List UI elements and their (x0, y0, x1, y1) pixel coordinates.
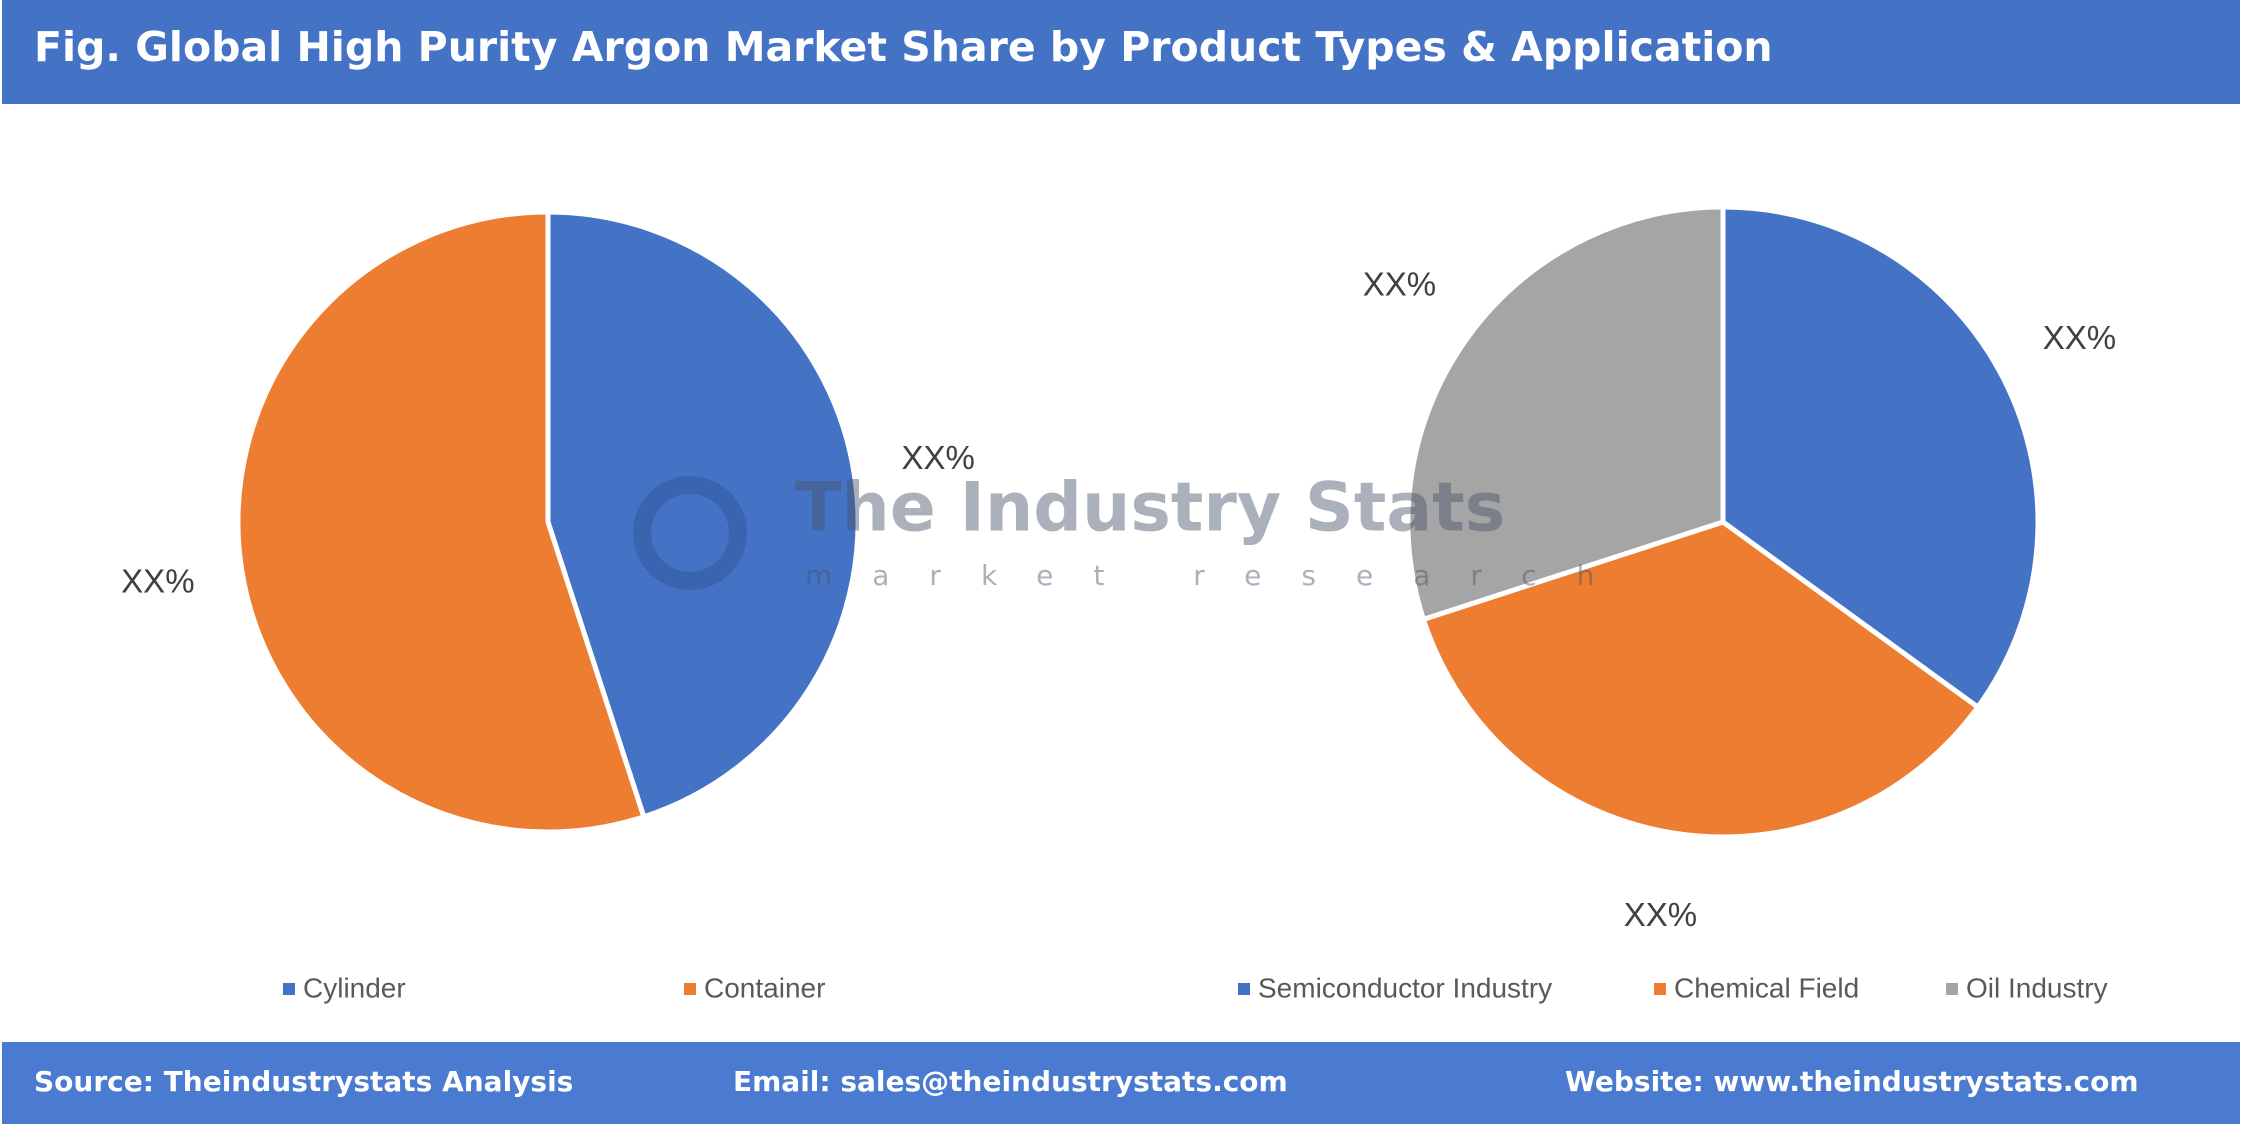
legend-label: Oil Industry (1966, 972, 2108, 1003)
legend-marker (283, 983, 295, 995)
data-label: XX% (1363, 266, 1436, 303)
footer-bar (2, 1042, 2240, 1124)
data-label: XX% (2043, 319, 2116, 356)
pie-slice (235, 209, 647, 835)
legend-marker (1654, 983, 1666, 995)
watermark-logo (633, 476, 747, 590)
legend-marker (1946, 983, 1958, 995)
pie-slice (1720, 204, 2041, 711)
legend-label: Cylinder (303, 972, 406, 1003)
data-label: XX% (121, 563, 194, 600)
legend-marker (1238, 983, 1250, 995)
page-title: Fig. Global High Purity Argon Market Sha… (34, 23, 1773, 71)
footer-email: Email: sales@theindustrystats.com (733, 1065, 1288, 1098)
data-label: XX% (901, 439, 974, 476)
legend-marker (684, 983, 696, 995)
data-label: XX% (1624, 896, 1697, 933)
footer-source: Source: Theindustrystats Analysis (34, 1065, 573, 1098)
footer-website: Website: www.theindustrystats.com (1565, 1065, 2139, 1098)
header-bar (2, 0, 2240, 104)
watermark-title: The Industry Stats (795, 469, 1505, 548)
pie-slice (545, 209, 861, 820)
pie-slice (1420, 519, 1982, 840)
legend-label: Chemical Field (1674, 972, 1859, 1003)
watermark-subtitle: market research (805, 559, 1634, 592)
legend-label: Semiconductor Industry (1258, 972, 1552, 1003)
charts: XX% Cylinder XX% Container XX% Semiconductor … (121, 204, 2116, 1003)
watermark: The Industry Stats market research (633, 469, 1634, 592)
legend-label: Container (704, 972, 825, 1003)
pie-slice (1405, 204, 1726, 623)
